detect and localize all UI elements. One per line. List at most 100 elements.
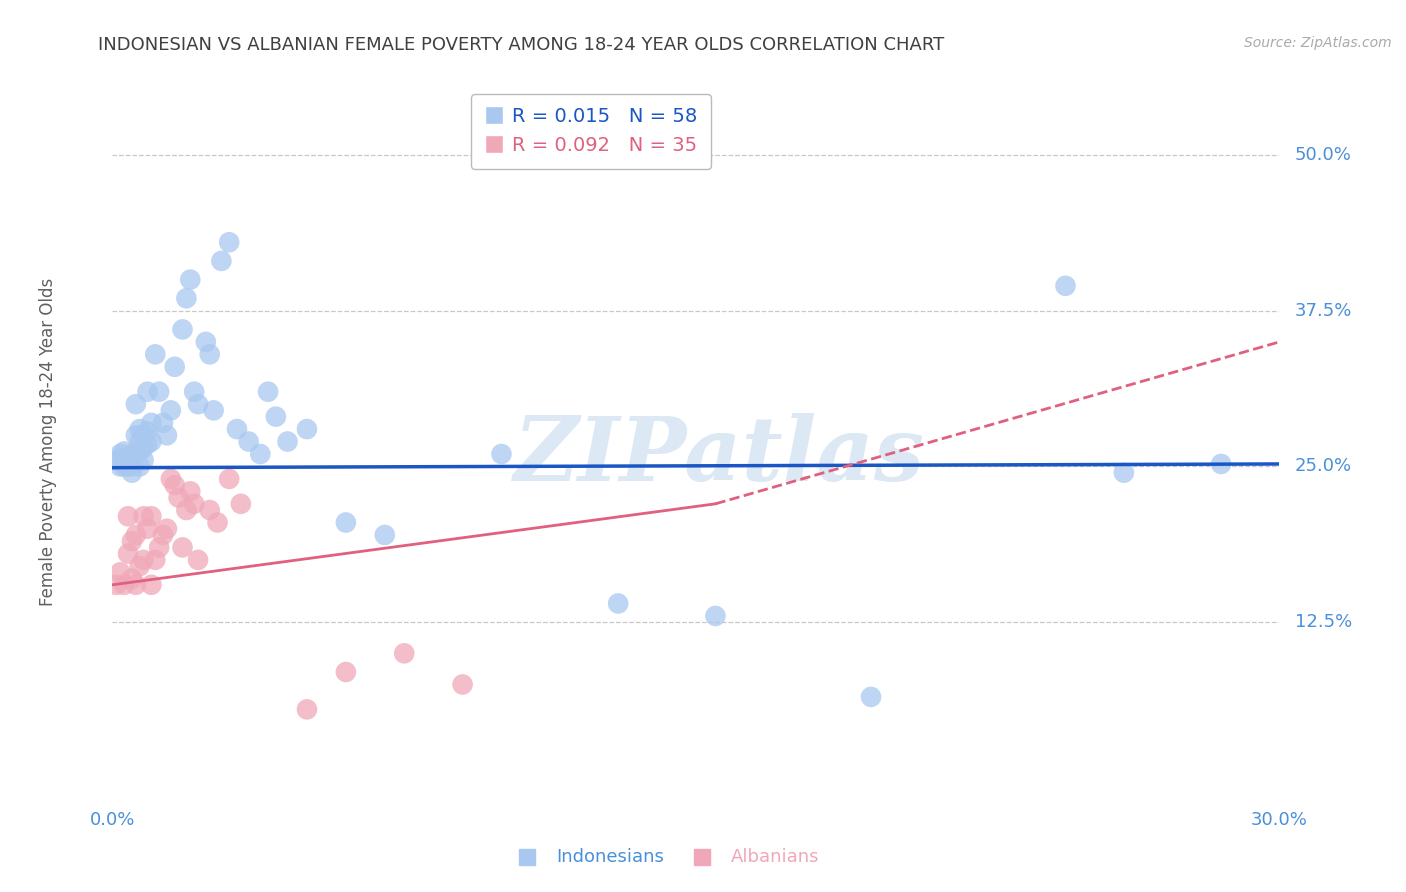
Point	[112, 444, 135, 458]
Point	[1054, 278, 1077, 293]
Point	[226, 422, 249, 436]
Point	[125, 428, 148, 442]
Point	[183, 497, 205, 511]
Point	[860, 690, 883, 704]
Point	[143, 553, 166, 567]
Point	[136, 384, 159, 399]
Point	[491, 447, 513, 461]
Point	[160, 403, 183, 417]
Legend: R = 0.015   N = 58, R = 0.092   N = 35: R = 0.015 N = 58, R = 0.092 N = 35	[471, 94, 711, 169]
Point	[218, 472, 240, 486]
Point	[112, 459, 135, 474]
Point	[335, 665, 357, 679]
Point	[179, 484, 201, 499]
Point	[295, 702, 318, 716]
Point	[141, 434, 163, 449]
Point	[704, 609, 727, 624]
Point	[136, 425, 159, 439]
Point	[125, 397, 148, 411]
Point	[607, 597, 630, 611]
Point	[132, 553, 155, 567]
Point	[183, 384, 205, 399]
Point	[132, 509, 155, 524]
Point	[218, 235, 240, 250]
Text: Indonesians: Indonesians	[555, 848, 664, 866]
Point	[148, 541, 170, 555]
Point	[128, 422, 150, 436]
Point	[172, 541, 194, 555]
Point	[198, 347, 221, 361]
Point	[451, 677, 474, 691]
Point	[132, 428, 155, 442]
Point	[117, 450, 139, 465]
Point	[207, 516, 229, 530]
Point	[117, 509, 139, 524]
Point	[156, 522, 179, 536]
Point	[374, 528, 396, 542]
Point	[112, 453, 135, 467]
Point	[257, 384, 280, 399]
Point	[121, 447, 143, 461]
Point	[110, 566, 132, 580]
Point	[160, 472, 183, 486]
Point	[394, 646, 416, 660]
Point	[128, 444, 150, 458]
Point	[198, 503, 221, 517]
Point	[105, 453, 128, 467]
Point	[125, 528, 148, 542]
Point	[112, 578, 135, 592]
Point	[295, 422, 318, 436]
Point	[136, 522, 159, 536]
Point	[202, 403, 225, 417]
Point	[105, 578, 128, 592]
Point	[156, 428, 179, 442]
Point	[264, 409, 287, 424]
Point	[141, 416, 163, 430]
Point	[167, 491, 190, 505]
Point	[335, 516, 357, 530]
Point	[125, 447, 148, 461]
Text: 12.5%: 12.5%	[1295, 613, 1353, 632]
Text: Female Poverty Among 18-24 Year Olds: Female Poverty Among 18-24 Year Olds	[39, 277, 58, 606]
Text: INDONESIAN VS ALBANIAN FEMALE POVERTY AMONG 18-24 YEAR OLDS CORRELATION CHART: INDONESIAN VS ALBANIAN FEMALE POVERTY AM…	[98, 36, 945, 54]
Point	[121, 534, 143, 549]
Point	[132, 441, 155, 455]
Point	[152, 416, 174, 430]
Point	[187, 553, 209, 567]
Point	[141, 578, 163, 592]
Point	[179, 272, 201, 286]
Point	[132, 453, 155, 467]
Point	[194, 334, 217, 349]
Point	[1209, 457, 1232, 471]
Text: Albanians: Albanians	[731, 848, 820, 866]
Point	[128, 434, 150, 449]
Point	[229, 497, 252, 511]
Point	[238, 434, 260, 449]
Point	[117, 547, 139, 561]
Text: 50.0%: 50.0%	[1295, 146, 1353, 164]
Point	[172, 322, 194, 336]
Point	[176, 291, 198, 305]
Point	[128, 559, 150, 574]
Point	[141, 509, 163, 524]
Point	[121, 572, 143, 586]
Point	[148, 384, 170, 399]
Point	[110, 447, 132, 461]
Point	[117, 459, 139, 474]
Point	[152, 528, 174, 542]
Text: Source: ZipAtlas.com: Source: ZipAtlas.com	[1244, 36, 1392, 50]
Point	[121, 466, 143, 480]
Point	[110, 459, 132, 474]
Point	[125, 578, 148, 592]
Text: 37.5%: 37.5%	[1295, 301, 1353, 319]
Point	[163, 359, 186, 374]
Point	[128, 459, 150, 474]
Point	[249, 447, 271, 461]
Point	[163, 478, 186, 492]
Point	[121, 459, 143, 474]
Point	[209, 253, 232, 268]
Text: ZIPatlas: ZIPatlas	[513, 413, 925, 500]
Text: 25.0%: 25.0%	[1295, 458, 1353, 475]
Point	[136, 437, 159, 451]
Point	[276, 434, 298, 449]
